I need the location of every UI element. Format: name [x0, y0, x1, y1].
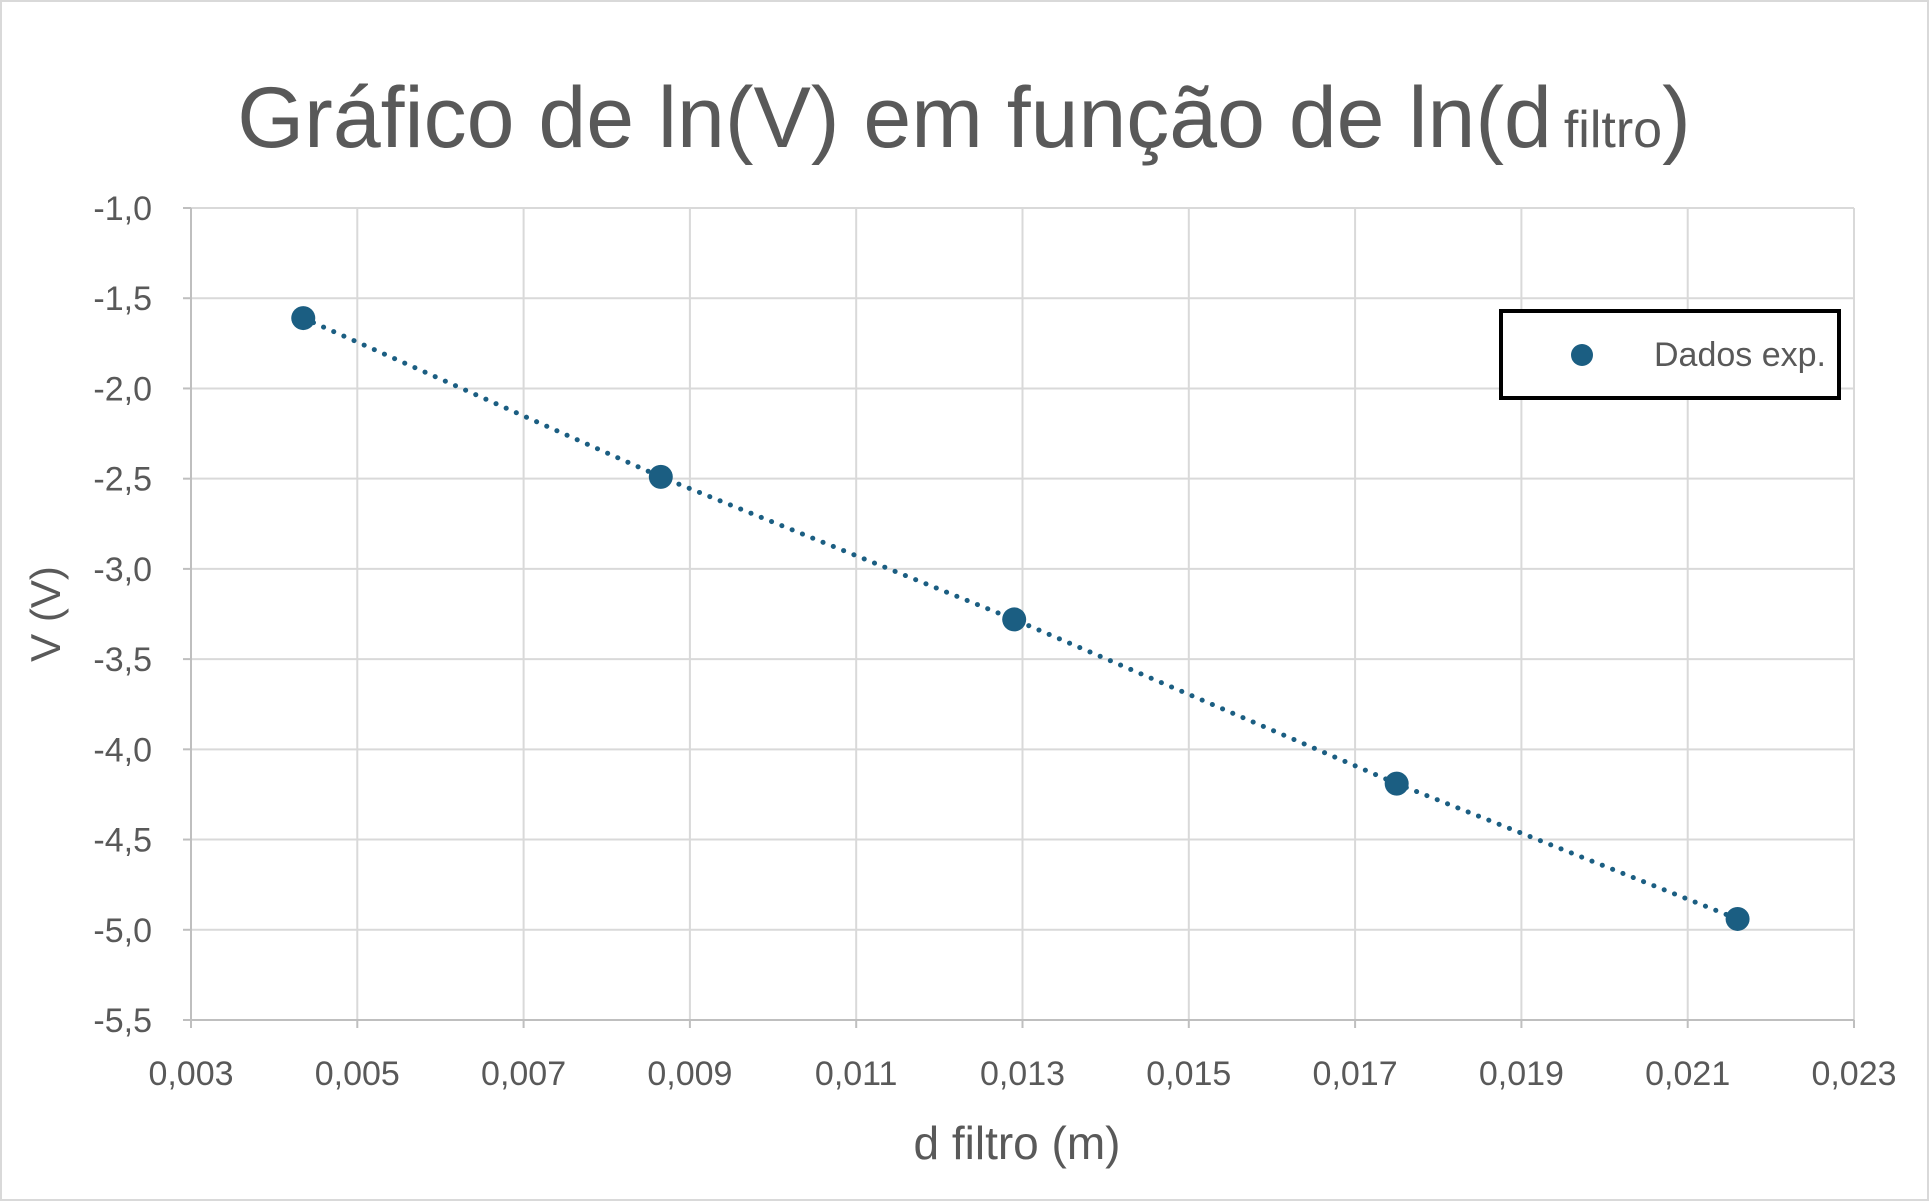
y-tick-label: -2,0 [93, 370, 152, 408]
data-point [648, 464, 673, 489]
chart-title-subscript: filtro [1564, 101, 1662, 159]
x-tick-label: 0,019 [1479, 1055, 1564, 1093]
y-axis-tick-labels: -1,0 -1,5 -2,0 -2,5 -3,0 -3,5 -4,0 -4,5 -5,0 -5,5 [93, 190, 152, 1040]
legend-box [1499, 309, 1841, 400]
x-tick-label: 0,013 [980, 1055, 1065, 1093]
x-tick-label: 0,023 [1811, 1055, 1896, 1093]
chart-title-main: Gráfico de ln(V) em função de ln(d [237, 70, 1552, 166]
x-axis-tick-labels: 0,003 0,005 0,007 0,009 0,011 0,013 0,015 0,017… [148, 1055, 1896, 1093]
y-tick-label: -5,0 [93, 912, 152, 950]
x-tick-label: 0,011 [815, 1055, 898, 1093]
chart-title: Gráfico de ln(V) em função de ln(d filtro… [237, 70, 1690, 166]
y-tick-label: -1,0 [93, 190, 152, 228]
legend: Dados exp. [1499, 309, 1841, 400]
axes [183, 207, 1855, 1028]
data-point [1725, 906, 1750, 931]
legend-label: Dados exp. [1654, 336, 1826, 374]
y-tick-label: -1,5 [93, 280, 152, 318]
legend-marker [1571, 344, 1593, 366]
data-point [1002, 607, 1027, 632]
data-point [291, 306, 316, 331]
x-axis-label: d filtro (m) [914, 1117, 1121, 1169]
trendline [300, 315, 1741, 922]
y-tick-label: -2,5 [93, 461, 152, 499]
x-tick-label: 0,017 [1313, 1055, 1398, 1093]
trendline-path [300, 315, 1741, 922]
x-tick-label: 0,021 [1645, 1055, 1730, 1093]
y-tick-label: -3,5 [93, 641, 152, 679]
y-axis-label: V (V) [22, 566, 69, 662]
data-point [1384, 771, 1409, 796]
y-tick-label: -3,0 [93, 551, 152, 589]
x-tick-label: 0,015 [1146, 1055, 1231, 1093]
x-tick-label: 0,007 [481, 1055, 566, 1093]
x-tick-label: 0,003 [148, 1055, 233, 1093]
x-tick-label: 0,005 [315, 1055, 400, 1093]
y-tick-label: -4,5 [93, 822, 152, 860]
data-points [291, 306, 1750, 931]
y-tick-label: -5,5 [93, 1002, 152, 1040]
y-tick-label: -4,0 [93, 731, 152, 769]
chart-title-close: ) [1662, 70, 1691, 166]
x-tick-label: 0,009 [647, 1055, 732, 1093]
